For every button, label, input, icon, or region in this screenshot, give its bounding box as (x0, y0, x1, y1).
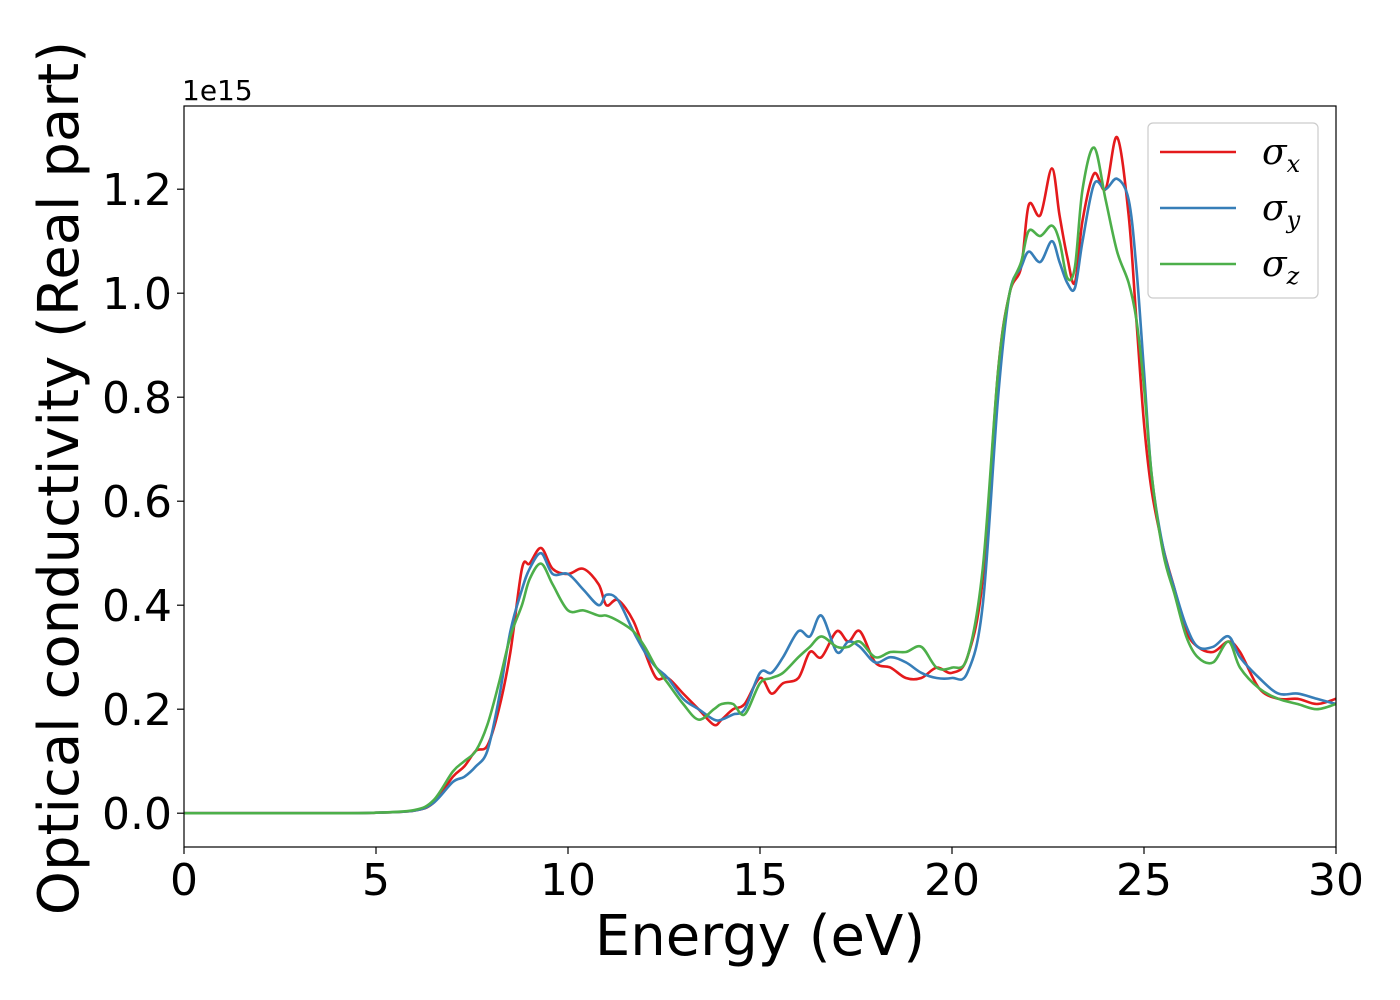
series-line-x (184, 135, 1336, 815)
y-axis: 0.0 0.2 0.4 0.6 0.8 1.0 1.2 (102, 165, 184, 840)
legend-subscript: y (1286, 206, 1301, 234)
y-axis-title: Optical conductivity (Real part) (27, 41, 92, 915)
legend-label-z: σz (1262, 244, 1300, 290)
x-tick-label: 25 (1116, 855, 1172, 906)
x-tick-label: 15 (732, 855, 788, 906)
legend-label-y: σy (1262, 188, 1301, 234)
x-tick-label: 30 (1308, 855, 1364, 906)
series-layer (184, 135, 1336, 815)
legend-box (1147, 122, 1319, 299)
x-axis: 0 5 10 15 20 25 30 (170, 847, 1364, 906)
legend-subscript: z (1286, 262, 1300, 290)
y-tick-label: 0.8 (102, 373, 172, 424)
y-tick-label: 1.0 (102, 269, 172, 320)
legend-symbol: σ (1262, 244, 1288, 285)
y-tick-label: 0.4 (102, 581, 172, 632)
x-tick-label: 10 (540, 855, 596, 906)
x-axis-title: Energy (eV) (595, 904, 925, 969)
legend-subscript: x (1287, 150, 1301, 178)
x-tick-label: 0 (170, 855, 198, 906)
y-offset-label: 1e15 (182, 74, 253, 107)
legend-symbol: σ (1262, 188, 1288, 229)
plot-background (184, 106, 1336, 847)
x-tick-label: 5 (362, 855, 390, 906)
x-tick-label: 20 (924, 855, 980, 906)
y-tick-label: 0.6 (102, 477, 172, 528)
series-line-z (184, 146, 1336, 815)
y-tick-label: 1.2 (102, 165, 172, 216)
y-tick-label: 0.2 (102, 685, 172, 736)
legend-symbol: σ (1262, 132, 1288, 173)
y-tick-label: 0.0 (102, 789, 172, 840)
legend-label-x: σx (1262, 132, 1301, 178)
